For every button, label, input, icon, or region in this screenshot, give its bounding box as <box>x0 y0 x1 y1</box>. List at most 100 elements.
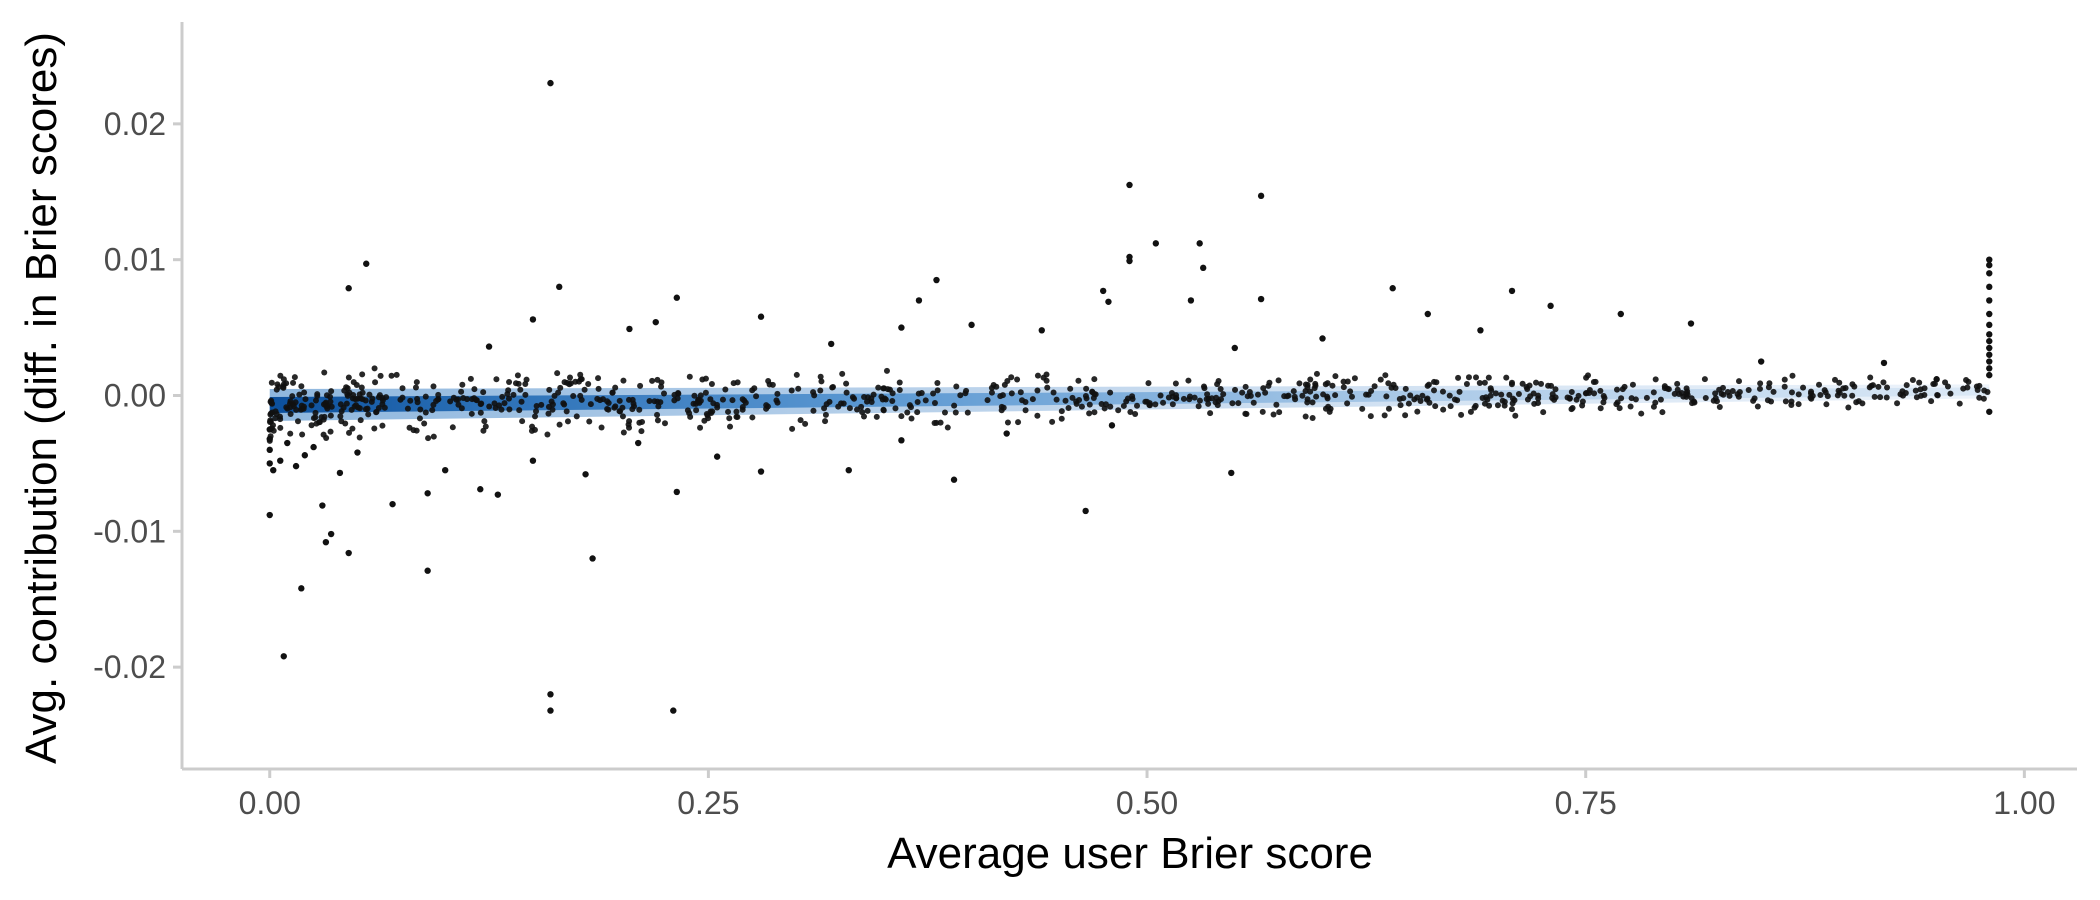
data-point <box>1745 386 1752 393</box>
data-point <box>547 691 554 698</box>
data-point <box>1781 383 1788 390</box>
data-point <box>556 283 563 291</box>
data-point <box>266 419 273 426</box>
data-point <box>1257 295 1265 303</box>
data-point <box>557 384 564 391</box>
data-point <box>594 395 601 402</box>
data-point <box>968 321 975 329</box>
data-point <box>1086 401 1093 408</box>
data-point <box>1000 404 1007 411</box>
data-point <box>1976 394 1983 401</box>
data-point <box>349 425 356 432</box>
data-point <box>1712 390 1719 397</box>
data-point <box>277 416 284 423</box>
data-point <box>1285 392 1292 399</box>
data-point <box>266 460 273 467</box>
data-point <box>843 380 850 387</box>
data-point <box>296 391 303 398</box>
data-point <box>425 435 432 442</box>
data-point <box>1195 403 1202 410</box>
data-point <box>1736 378 1743 385</box>
data-point <box>1724 388 1731 395</box>
data-point <box>1659 409 1666 416</box>
data-point <box>1638 410 1645 417</box>
data-point <box>566 381 573 388</box>
data-point <box>1123 398 1130 405</box>
data-point <box>821 405 828 412</box>
data-point <box>1105 298 1112 305</box>
data-point <box>287 398 294 405</box>
data-point <box>1592 378 1599 385</box>
data-point <box>1146 400 1153 407</box>
data-point <box>851 395 858 402</box>
data-point <box>372 379 379 386</box>
x-axis-title: Average user Brier score <box>887 829 1373 878</box>
data-point <box>549 406 556 413</box>
data-point <box>414 399 421 406</box>
data-point <box>922 397 929 404</box>
data-point <box>1292 396 1299 403</box>
y-tick-label: 0.02 <box>104 106 166 142</box>
data-point <box>892 405 899 412</box>
data-point <box>268 425 275 432</box>
data-point <box>1099 287 1107 295</box>
data-point <box>430 383 437 390</box>
y-tick-label: 0.00 <box>104 378 166 414</box>
data-point <box>481 418 488 425</box>
data-point <box>1458 411 1465 418</box>
data-point <box>1720 391 1727 398</box>
data-point <box>1003 430 1010 437</box>
data-point <box>629 396 636 403</box>
data-point <box>581 386 588 393</box>
data-point <box>1710 397 1717 404</box>
data-point <box>1867 374 1874 381</box>
data-point <box>337 413 344 420</box>
data-point <box>1657 396 1664 403</box>
data-point <box>363 260 370 267</box>
data-point <box>1472 402 1479 409</box>
data-point <box>1058 415 1065 422</box>
data-point <box>878 393 885 400</box>
data-point <box>952 409 959 416</box>
data-point <box>605 406 612 413</box>
data-point <box>1232 386 1239 393</box>
data-point <box>458 405 465 412</box>
data-point <box>817 373 824 380</box>
data-point <box>421 420 428 427</box>
data-point <box>1307 376 1314 383</box>
data-point <box>1424 382 1431 389</box>
data-point <box>533 408 540 415</box>
data-point <box>1385 380 1392 387</box>
data-point <box>1152 401 1159 408</box>
data-point <box>1014 376 1021 383</box>
data-point <box>1419 392 1426 399</box>
data-point <box>310 443 317 451</box>
data-point <box>301 452 309 459</box>
data-point <box>944 424 951 431</box>
data-point <box>1597 405 1604 412</box>
data-point <box>323 434 330 441</box>
data-point <box>422 409 429 416</box>
data-point <box>275 383 282 390</box>
data-point <box>1302 381 1309 388</box>
data-point <box>1817 391 1824 398</box>
data-point <box>1129 396 1136 403</box>
data-point <box>586 418 593 425</box>
data-point <box>868 395 875 402</box>
data-point <box>1823 401 1830 408</box>
data-point <box>1273 401 1280 408</box>
data-point <box>1757 358 1765 365</box>
data-point <box>1165 394 1172 401</box>
data-point <box>1788 389 1795 396</box>
data-point <box>1185 377 1192 384</box>
data-point <box>1008 390 1015 397</box>
data-point <box>379 422 386 429</box>
data-point <box>312 414 319 421</box>
data-point <box>1214 381 1221 388</box>
data-point <box>587 401 594 408</box>
data-point <box>686 410 693 417</box>
data-point <box>266 511 273 519</box>
x-axis-ticks: 0.00 0.25 0.50 0.75 1.00 <box>239 769 2056 821</box>
data-point <box>931 420 938 427</box>
data-point <box>988 389 995 396</box>
